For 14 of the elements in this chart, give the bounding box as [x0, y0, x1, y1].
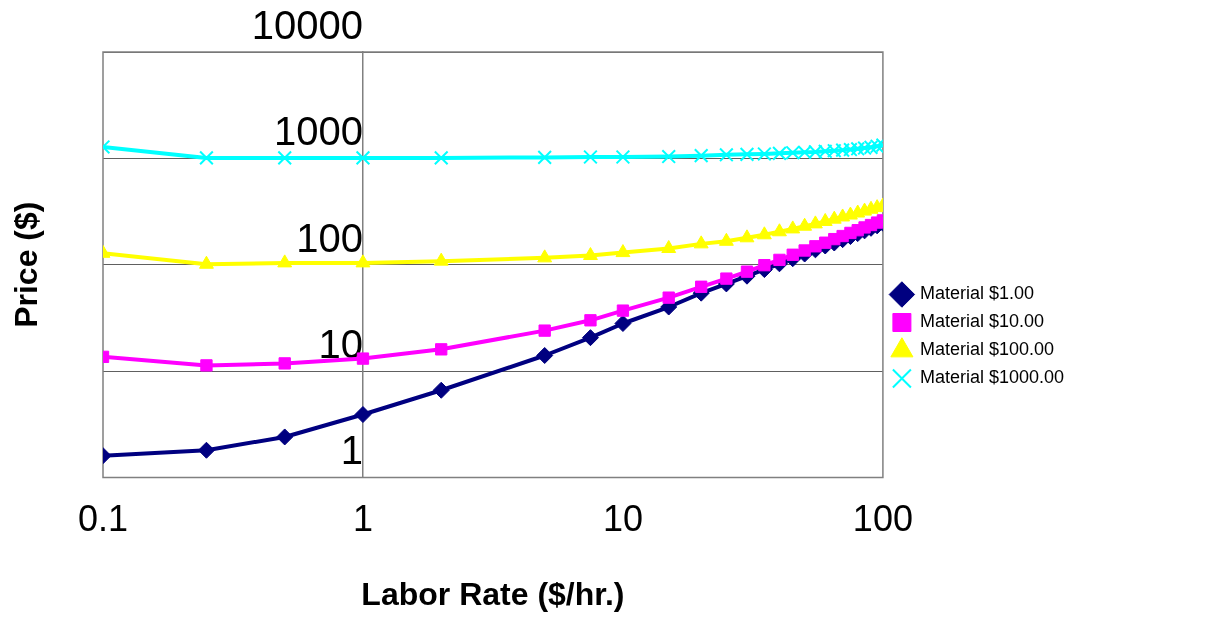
y-tick-label: 10 — [318, 322, 363, 367]
y-tick-label: 100 — [296, 215, 363, 260]
y-tick-label: 1000 — [273, 109, 363, 154]
x-tick-label: 100 — [852, 497, 913, 539]
x-tick-label: 0.1 — [77, 497, 129, 539]
legend-label: Material $10.00 — [919, 311, 1044, 332]
y-tick-label: 10000 — [251, 3, 363, 48]
x-axis-title: Labor Rate ($/hr.) — [361, 575, 625, 612]
x-tick-label: 10 — [602, 497, 643, 539]
legend-label: Material $1000.00 — [919, 367, 1065, 388]
y-tick-label: 1 — [340, 428, 363, 473]
y-axis-title: Price ($) — [7, 201, 44, 328]
legend-label: Material $100.00 — [919, 339, 1054, 360]
legend-label: Material $1.00 — [919, 283, 1034, 304]
